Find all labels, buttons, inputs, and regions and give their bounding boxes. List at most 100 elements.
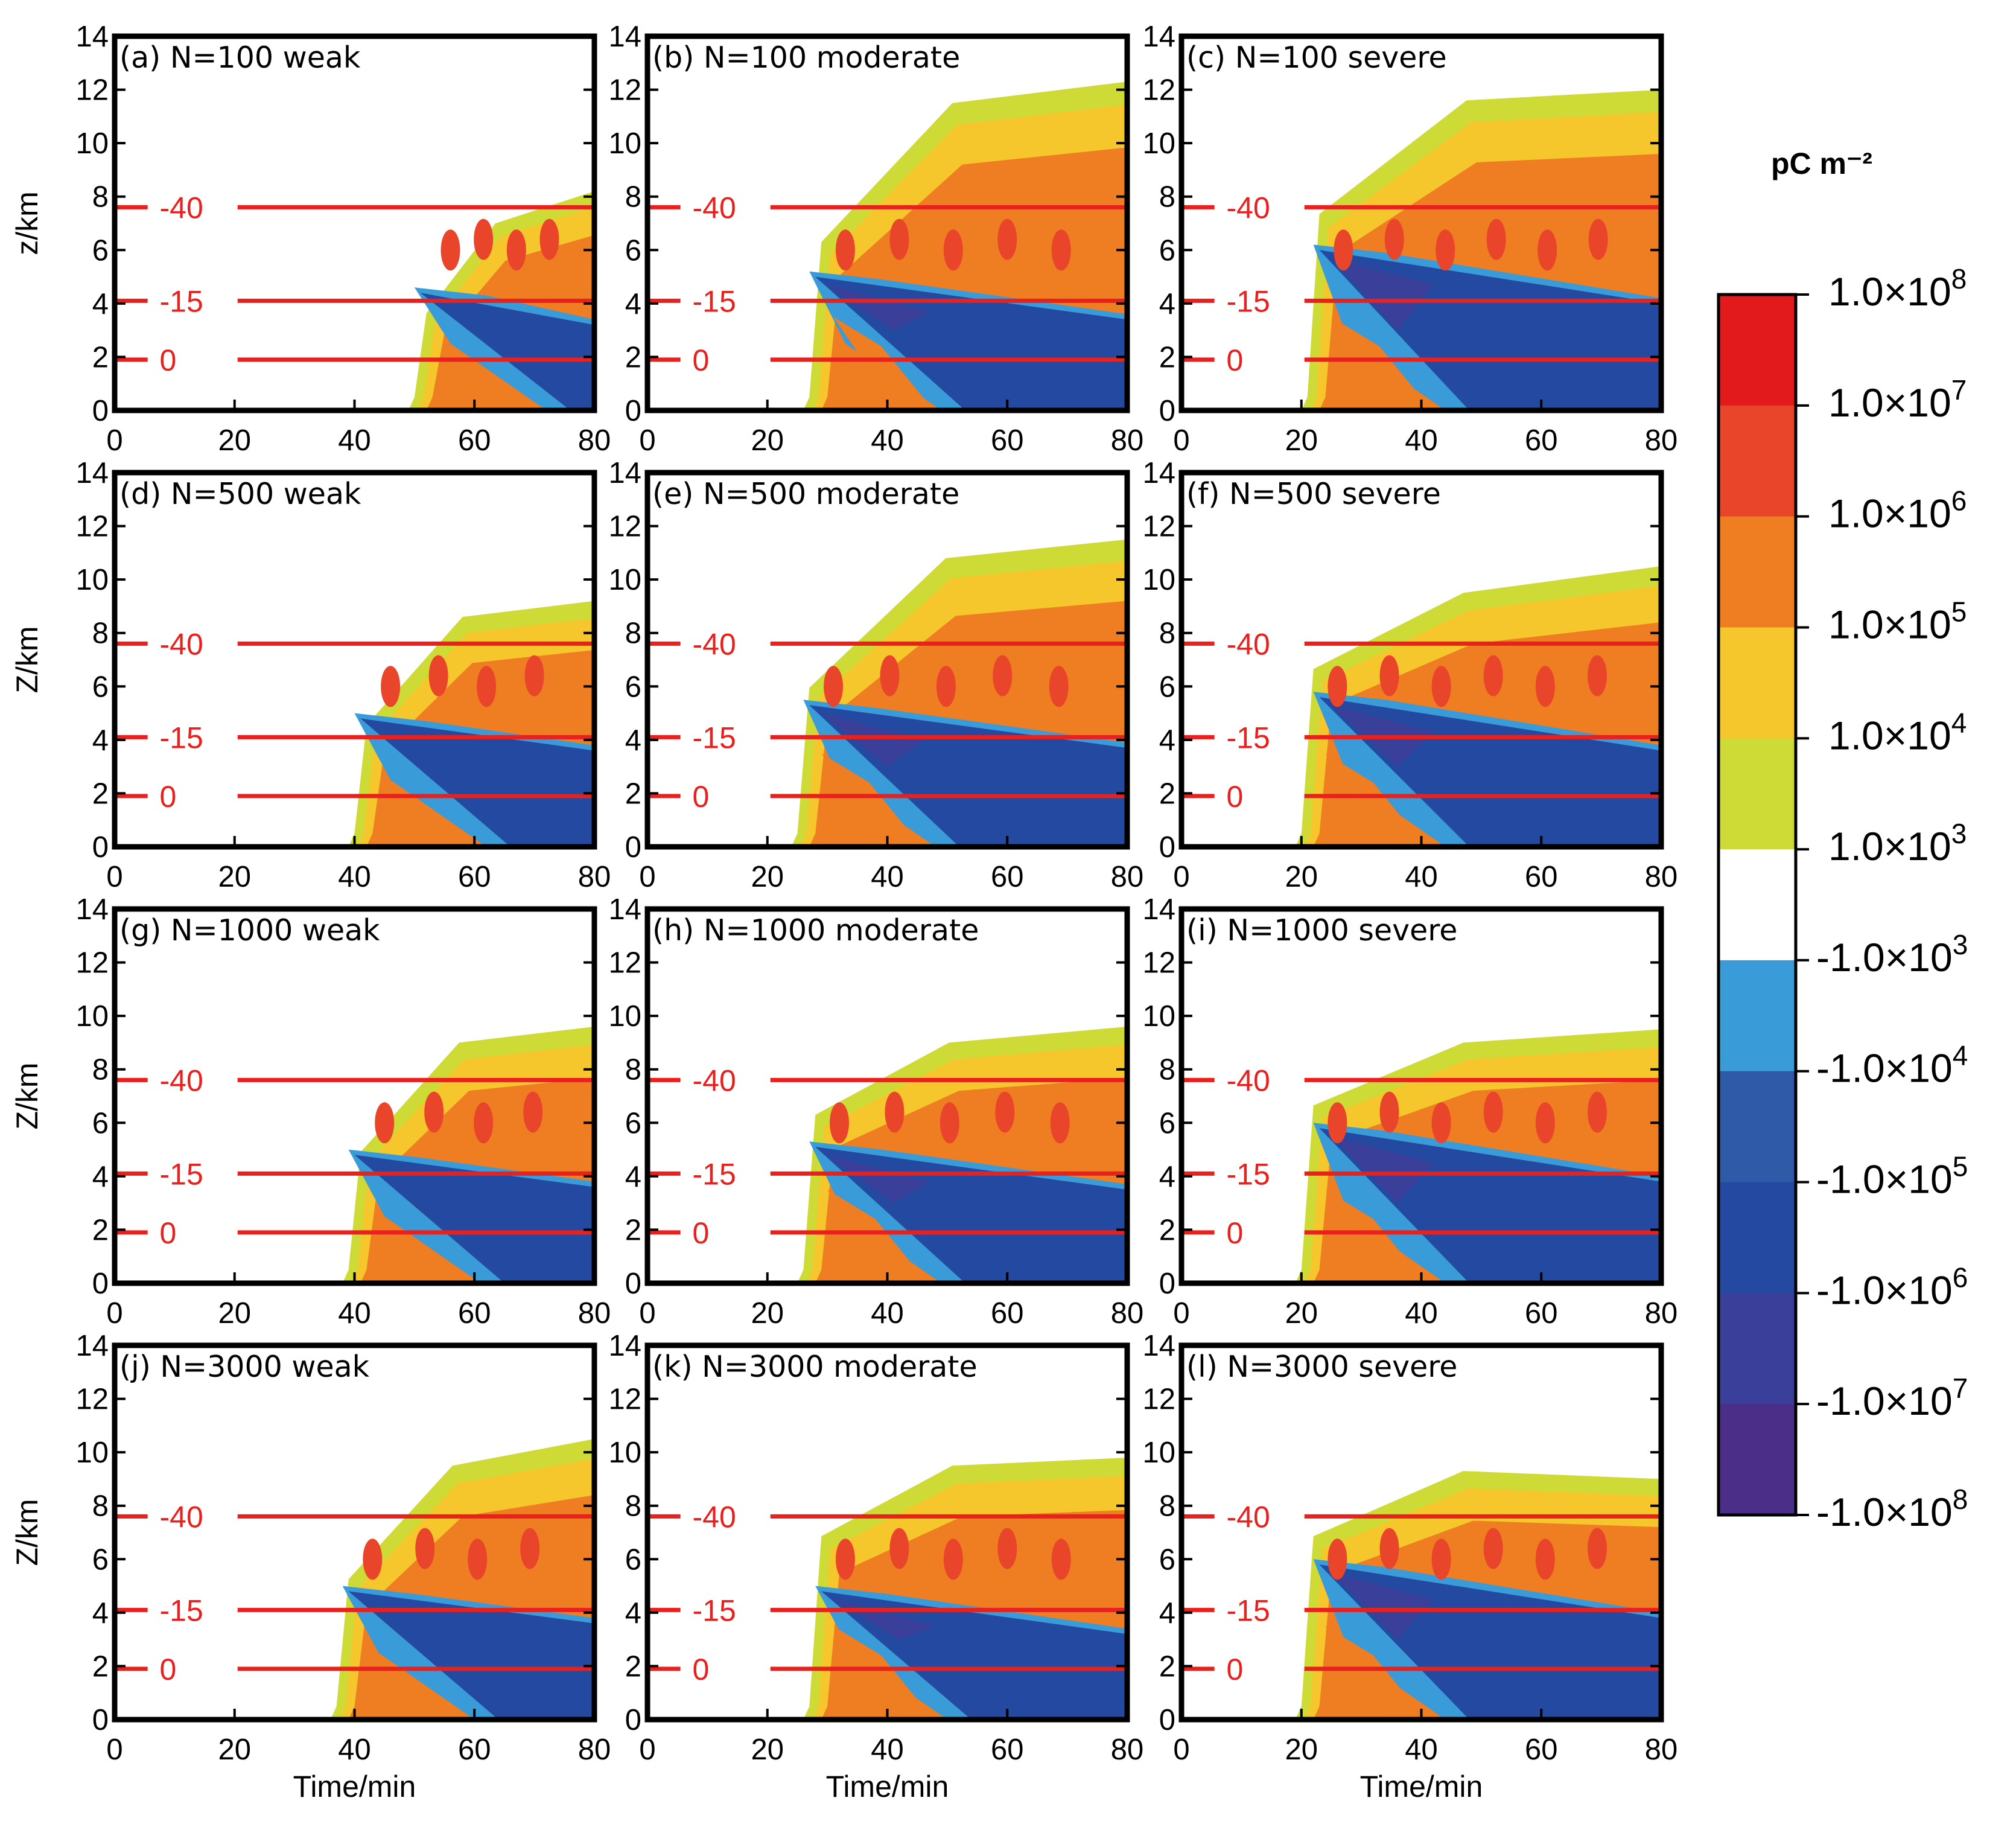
x-tick-label: 60 <box>458 861 491 893</box>
y-tick-label: 2 <box>625 1214 641 1246</box>
y-tick-label: 8 <box>92 181 109 214</box>
y-tick-label: 8 <box>625 1054 641 1086</box>
positive-core-spot <box>375 1102 395 1144</box>
y-tick-label: 14 <box>75 1330 109 1362</box>
y-tick-label: 4 <box>625 1161 641 1193</box>
colorbar-label: 1.0×108 <box>1828 263 1967 314</box>
positive-core-spot <box>1483 1528 1503 1569</box>
panel-j-contours <box>330 1439 594 1720</box>
colorbar-band <box>1719 1404 1796 1516</box>
positive-core-spot <box>943 1539 963 1580</box>
isotherm-label: 0 <box>160 343 177 377</box>
positive-core-spot <box>936 666 956 707</box>
y-tick-label: 0 <box>1159 395 1175 427</box>
x-tick-label: 20 <box>1285 861 1318 893</box>
positive-core-spot <box>440 229 460 271</box>
y-tick-label: 4 <box>92 1161 109 1193</box>
y-tick-label: 10 <box>608 564 641 596</box>
y-tick-label: 12 <box>75 511 109 543</box>
panel-title: (h) N=1000 moderate <box>652 913 979 948</box>
positive-core-spot <box>830 1102 849 1144</box>
x-tick-label: 60 <box>458 1733 491 1766</box>
y-tick-label: 10 <box>75 564 109 596</box>
positive-core-spot <box>1588 1528 1607 1569</box>
positive-core-spot <box>835 229 855 271</box>
isotherm-label: -40 <box>1227 1063 1270 1097</box>
x-tick-label: 60 <box>991 861 1024 893</box>
panel-d-contours <box>348 601 594 847</box>
panel-title: (i) N=1000 severe <box>1186 913 1457 948</box>
y-tick-label: 0 <box>92 1268 109 1300</box>
x-tick-label: 40 <box>1405 861 1438 893</box>
x-tick-label: 40 <box>338 861 371 893</box>
y-tick-label: 8 <box>1159 1490 1175 1523</box>
y-tick-label: 8 <box>92 1490 109 1523</box>
isotherm-label: -15 <box>1227 284 1270 318</box>
positive-core-spot <box>474 1102 494 1144</box>
positive-core-spot <box>539 218 559 260</box>
y-tick-label: 4 <box>625 1597 641 1630</box>
x-tick-label: 40 <box>338 424 371 457</box>
negative-region-strong <box>1331 1136 1434 1204</box>
y-tick-label: 4 <box>92 724 109 757</box>
panel-title: (a) N=100 weak <box>119 40 361 75</box>
colorbar-label: -1.0×104 <box>1816 1040 1968 1091</box>
isotherm-label: 0 <box>693 1653 710 1686</box>
y-tick-label: 2 <box>1159 1214 1175 1246</box>
negative-region-strong <box>1331 258 1434 331</box>
y-tick-label: 0 <box>92 831 109 864</box>
y-tick-label: 10 <box>75 1000 109 1033</box>
y-tick-label: 2 <box>625 1650 641 1683</box>
panel-title: (l) N=3000 severe <box>1186 1350 1457 1384</box>
x-tick-label: 0 <box>639 1297 655 1330</box>
panel-title: (e) N=500 moderate <box>652 477 959 511</box>
positive-core-spot <box>381 666 401 707</box>
negative-region-core <box>360 718 594 847</box>
isotherm-label: -40 <box>693 1500 736 1534</box>
positive-core-spot <box>415 1528 435 1569</box>
colorbar-band <box>1719 295 1796 406</box>
panel-c-contours <box>1301 89 1661 410</box>
x-tick-label: 0 <box>106 1733 122 1766</box>
panel-title: (b) N=100 moderate <box>652 40 960 75</box>
y-tick-label: 6 <box>92 671 109 703</box>
positive-core-spot <box>1328 1102 1347 1144</box>
y-tick-label: 14 <box>608 1330 641 1362</box>
positive-core-spot <box>1334 229 1353 271</box>
y-tick-label: 4 <box>92 1597 109 1630</box>
x-tick-label: 40 <box>1405 424 1438 457</box>
x-tick-label: 60 <box>1525 861 1558 893</box>
positive-core-spot <box>997 218 1017 260</box>
x-tick-label: 0 <box>1173 424 1189 457</box>
isotherm-label: -15 <box>693 284 736 318</box>
y-tick-label: 2 <box>92 1650 109 1683</box>
x-tick-label: 0 <box>1173 1733 1189 1766</box>
x-tick-label: 20 <box>751 1297 784 1330</box>
x-axis-title: Time/min <box>1360 1770 1483 1803</box>
y-tick-label: 0 <box>625 1704 641 1736</box>
isotherm-label: 0 <box>693 1216 710 1250</box>
y-tick-label: 6 <box>1159 1543 1175 1576</box>
y-tick-label: 14 <box>75 21 109 53</box>
negative-region-core <box>420 293 594 410</box>
negative-region-strong <box>1331 1572 1434 1640</box>
y-tick-label: 14 <box>75 457 109 489</box>
y-tick-label: 2 <box>1159 1650 1175 1683</box>
positive-core-spot <box>468 1539 488 1580</box>
x-tick-label: 60 <box>1525 1733 1558 1766</box>
colorbar-label: -1.0×106 <box>1816 1261 1968 1312</box>
x-tick-label: 80 <box>578 1297 611 1330</box>
x-tick-label: 60 <box>991 1733 1024 1766</box>
y-tick-label: 8 <box>625 1490 641 1523</box>
panel-title: (g) N=1000 weak <box>119 913 380 948</box>
colorbar-band <box>1719 1293 1796 1405</box>
negative-region-strong <box>827 1155 930 1204</box>
y-tick-label: 2 <box>92 341 109 374</box>
y-tick-label: 6 <box>625 1107 641 1140</box>
y-tick-label: 8 <box>1159 1054 1175 1086</box>
panel-title: (c) N=100 severe <box>1186 40 1447 75</box>
colorbar-band <box>1719 405 1796 517</box>
isotherm-label: -40 <box>693 627 736 661</box>
positive-core-spot <box>520 1528 540 1569</box>
